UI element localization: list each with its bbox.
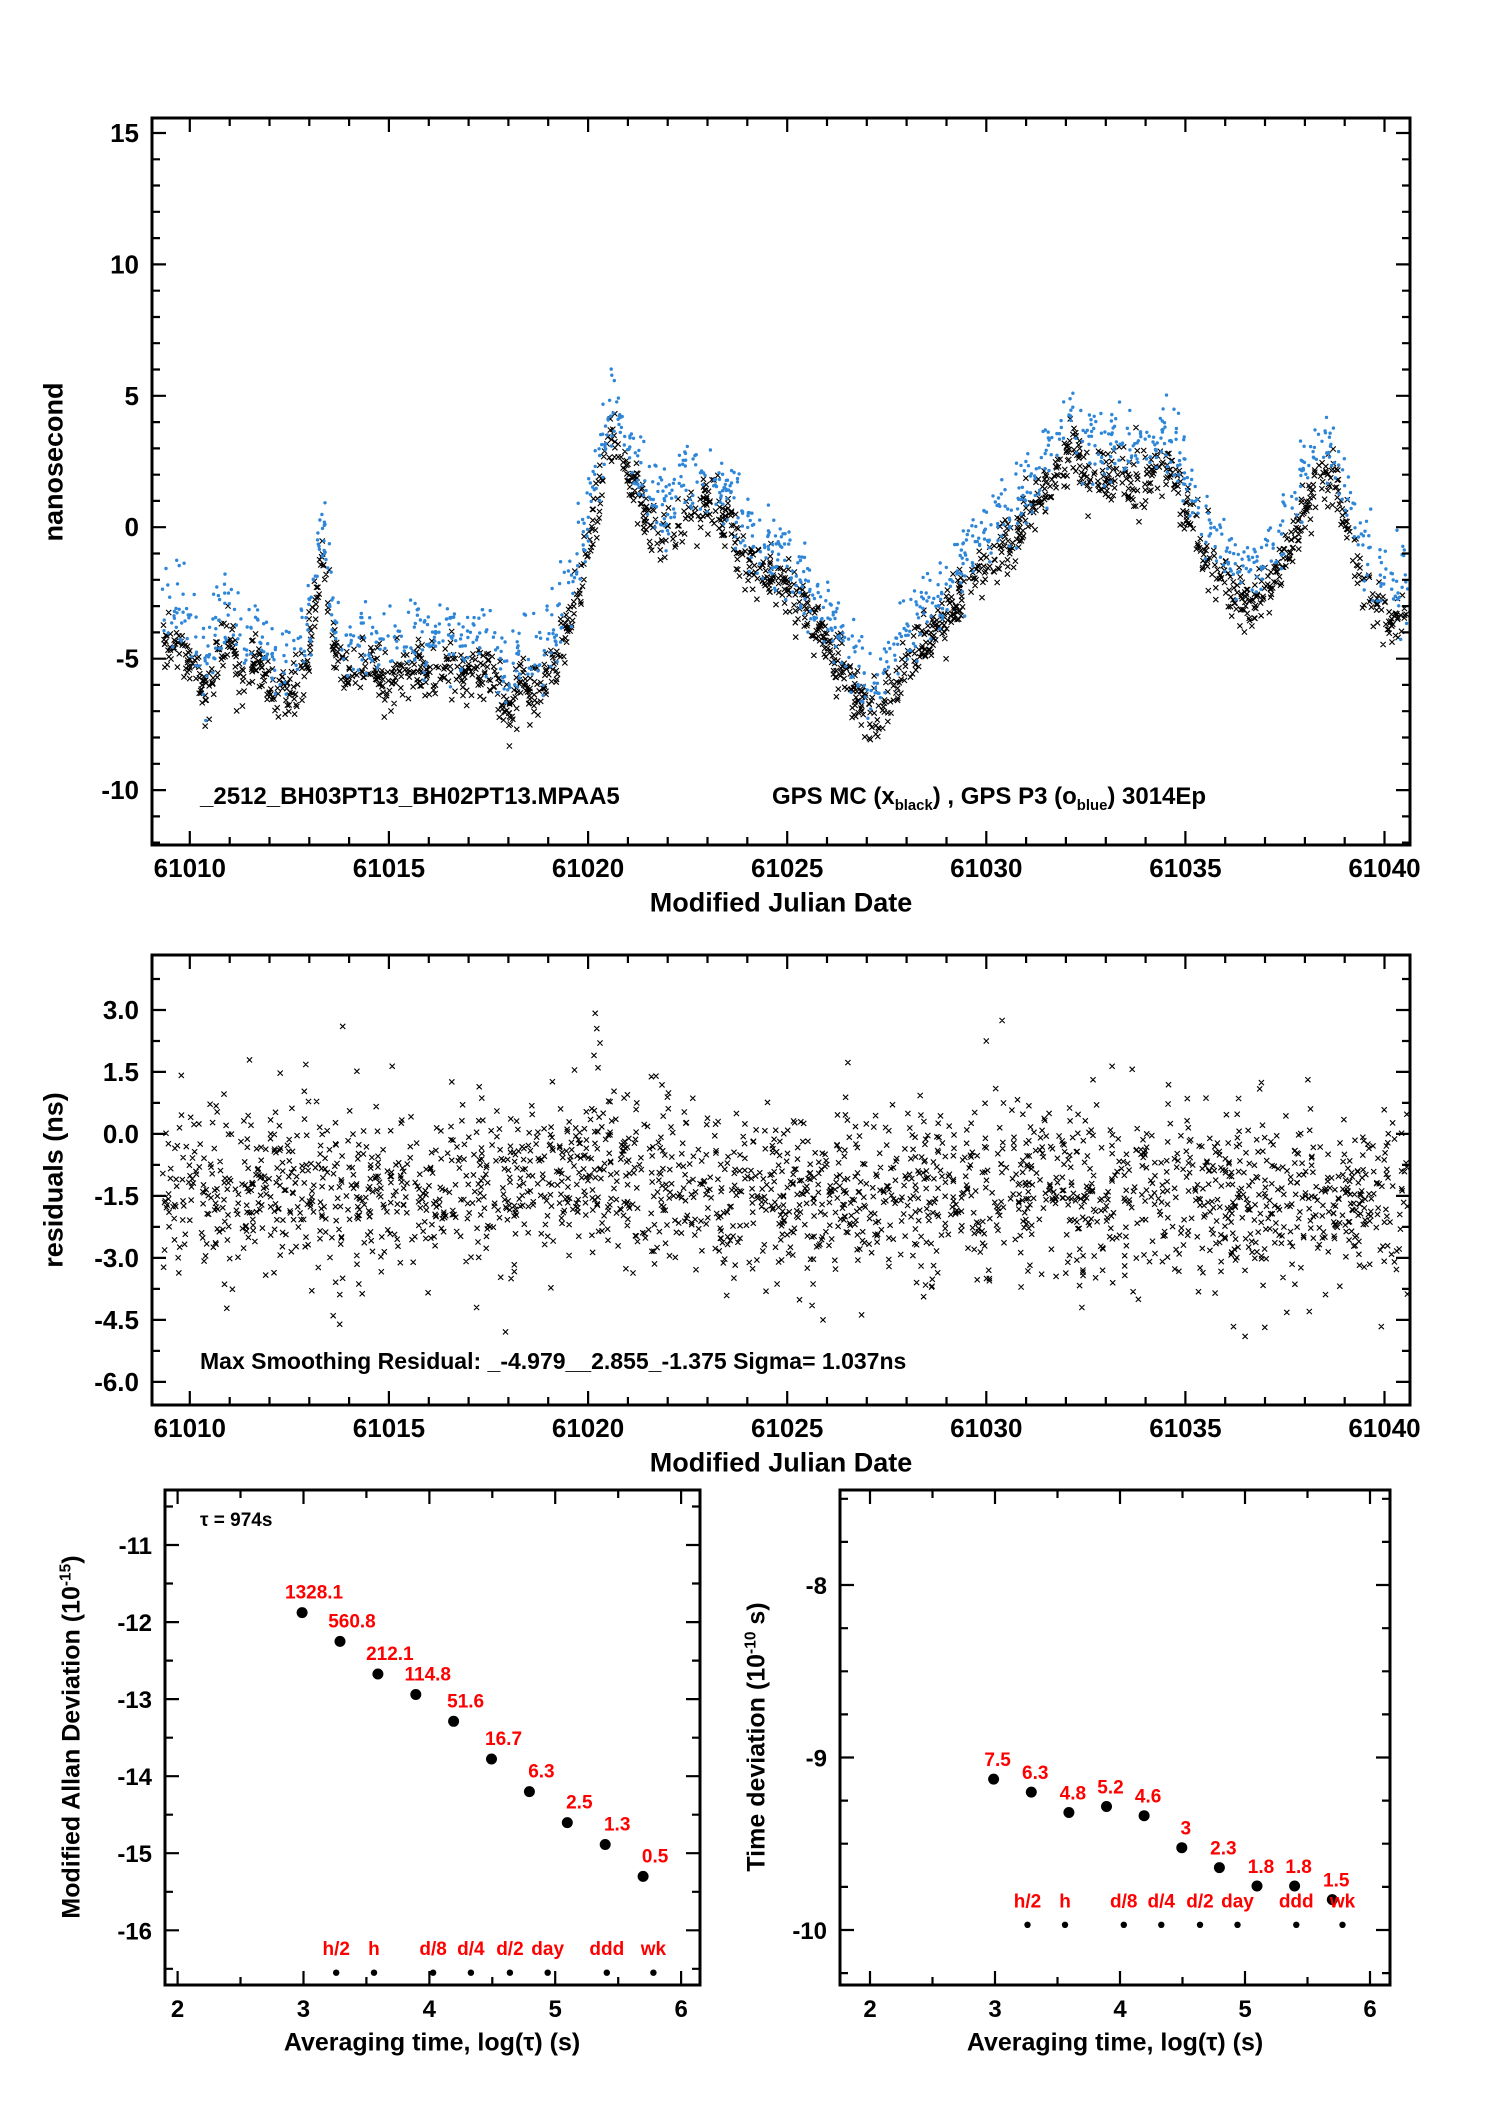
svg-text:6: 6 — [1363, 1996, 1376, 2023]
svg-text:3: 3 — [297, 1996, 310, 2023]
svg-text:15: 15 — [110, 118, 139, 148]
svg-text:-15: -15 — [117, 1841, 152, 1868]
svg-text:6: 6 — [674, 1996, 687, 2023]
svg-text:10: 10 — [110, 249, 139, 279]
svg-text:-9: -9 — [806, 1746, 827, 1773]
svg-text:114.8: 114.8 — [405, 1665, 452, 1686]
svg-text:wk: wk — [1329, 1892, 1356, 1913]
svg-text:212.1: 212.1 — [366, 1644, 414, 1665]
svg-text:7.5: 7.5 — [984, 1750, 1011, 1771]
svg-text:5: 5 — [549, 1996, 562, 2023]
svg-text:4.6: 4.6 — [1135, 1787, 1161, 1808]
svg-text:h/2: h/2 — [322, 1939, 349, 1960]
svg-text:-10: -10 — [792, 1918, 827, 1945]
svg-text:61010: 61010 — [154, 1413, 226, 1443]
svg-text:1328.1: 1328.1 — [285, 1583, 344, 1604]
svg-text:-12: -12 — [117, 1610, 152, 1637]
svg-text:16.7: 16.7 — [485, 1729, 522, 1750]
svg-text:6.3: 6.3 — [528, 1762, 554, 1783]
svg-text:-1.5: -1.5 — [94, 1181, 139, 1211]
svg-text:1.3: 1.3 — [604, 1814, 630, 1835]
svg-text:61010: 61010 — [154, 853, 226, 883]
panel1-y-axis-label: nanosecond — [38, 382, 69, 542]
svg-text:-3.0: -3.0 — [94, 1243, 139, 1273]
svg-text:61040: 61040 — [1348, 853, 1420, 883]
svg-text:61025: 61025 — [751, 853, 823, 883]
svg-text:-4.5: -4.5 — [94, 1305, 139, 1335]
svg-text:d/2: d/2 — [1186, 1892, 1213, 1913]
svg-text:-14: -14 — [117, 1764, 152, 1791]
panel3-tau-note: τ = 974s — [200, 1510, 273, 1531]
svg-text:61020: 61020 — [552, 853, 624, 883]
svg-text:1.5: 1.5 — [103, 1057, 139, 1087]
svg-text:d/4: d/4 — [1148, 1892, 1176, 1913]
svg-text:2: 2 — [171, 1996, 184, 2023]
svg-text:h: h — [368, 1939, 380, 1960]
svg-text:5: 5 — [1238, 1996, 1251, 2023]
svg-text:-10: -10 — [101, 775, 139, 805]
svg-text:-13: -13 — [117, 1687, 152, 1714]
svg-text:day: day — [531, 1939, 564, 1960]
svg-text:2.5: 2.5 — [566, 1793, 593, 1814]
svg-text:d/4: d/4 — [457, 1939, 485, 1960]
panel4-x-axis-label: Averaging time, log(τ) (s) — [966, 2028, 1264, 2057]
panel1-file-annotation: _2512_BH03PT13_BH02PT13.MPAA5 — [200, 783, 620, 810]
svg-text:3: 3 — [1180, 1819, 1191, 1840]
panel1-x-axis-label: Modified Julian Date — [649, 887, 913, 918]
panel2-x-axis-label: Modified Julian Date — [649, 1447, 913, 1478]
svg-text:-6.0: -6.0 — [94, 1367, 139, 1397]
svg-text:h: h — [1059, 1892, 1071, 1913]
svg-text:-16: -16 — [117, 1918, 152, 1945]
svg-text:6.3: 6.3 — [1022, 1763, 1048, 1784]
svg-text:-5: -5 — [116, 644, 139, 674]
svg-text:5.2: 5.2 — [1097, 1777, 1123, 1798]
svg-text:0: 0 — [125, 512, 139, 542]
svg-text:0.5: 0.5 — [642, 1846, 669, 1867]
svg-text:3.0: 3.0 — [103, 995, 139, 1025]
svg-text:ddd: ddd — [1279, 1892, 1314, 1913]
svg-text:d/2: d/2 — [496, 1939, 523, 1960]
svg-text:1.8: 1.8 — [1248, 1857, 1274, 1878]
panel1-legend: GPS MC (xblack) , GPS P3 (oblue) 3014Ep — [772, 783, 1207, 814]
svg-text:61015: 61015 — [353, 1413, 425, 1443]
svg-text:h/2: h/2 — [1014, 1892, 1041, 1913]
svg-text:d/8: d/8 — [419, 1939, 446, 1960]
svg-text:0.0: 0.0 — [103, 1119, 139, 1149]
svg-text:61040: 61040 — [1348, 1413, 1420, 1443]
panel4-y-axis-label: Time deviation (10-10 s) — [742, 1602, 771, 1872]
svg-text:3: 3 — [988, 1996, 1001, 2023]
panel3-x-axis-label: Averaging time, log(τ) (s) — [283, 2028, 581, 2057]
svg-text:4.8: 4.8 — [1060, 1783, 1086, 1804]
svg-text:1.5: 1.5 — [1323, 1871, 1350, 1892]
svg-text:-11: -11 — [119, 1533, 152, 1560]
svg-text:ddd: ddd — [589, 1939, 624, 1960]
panel2-y-axis-label: residuals (ns) — [38, 1092, 69, 1268]
svg-text:61035: 61035 — [1149, 1413, 1221, 1443]
svg-text:2.3: 2.3 — [1210, 1839, 1236, 1860]
svg-text:4: 4 — [1113, 1996, 1127, 2023]
svg-text:-8: -8 — [806, 1573, 827, 1600]
svg-text:61015: 61015 — [353, 853, 425, 883]
svg-text:day: day — [1221, 1892, 1254, 1913]
svg-text:wk: wk — [640, 1939, 667, 1960]
svg-text:4: 4 — [423, 1996, 437, 2023]
svg-text:61030: 61030 — [950, 853, 1022, 883]
svg-text:5: 5 — [125, 381, 139, 411]
svg-text:61025: 61025 — [751, 1413, 823, 1443]
svg-text:61020: 61020 — [552, 1413, 624, 1443]
svg-text:61030: 61030 — [950, 1413, 1022, 1443]
svg-text:61035: 61035 — [1149, 853, 1221, 883]
svg-text:1.8: 1.8 — [1285, 1857, 1311, 1878]
svg-text:2: 2 — [863, 1996, 876, 2023]
svg-text:d/8: d/8 — [1110, 1892, 1137, 1913]
panel3-y-axis-label: Modified Allan Deviation (10-15) — [57, 1555, 86, 1919]
panel2-residual-annotation: Max Smoothing Residual: _-4.979__2.855_-… — [200, 1348, 907, 1374]
svg-text:51.6: 51.6 — [447, 1691, 484, 1712]
svg-text:560.8: 560.8 — [328, 1611, 376, 1632]
